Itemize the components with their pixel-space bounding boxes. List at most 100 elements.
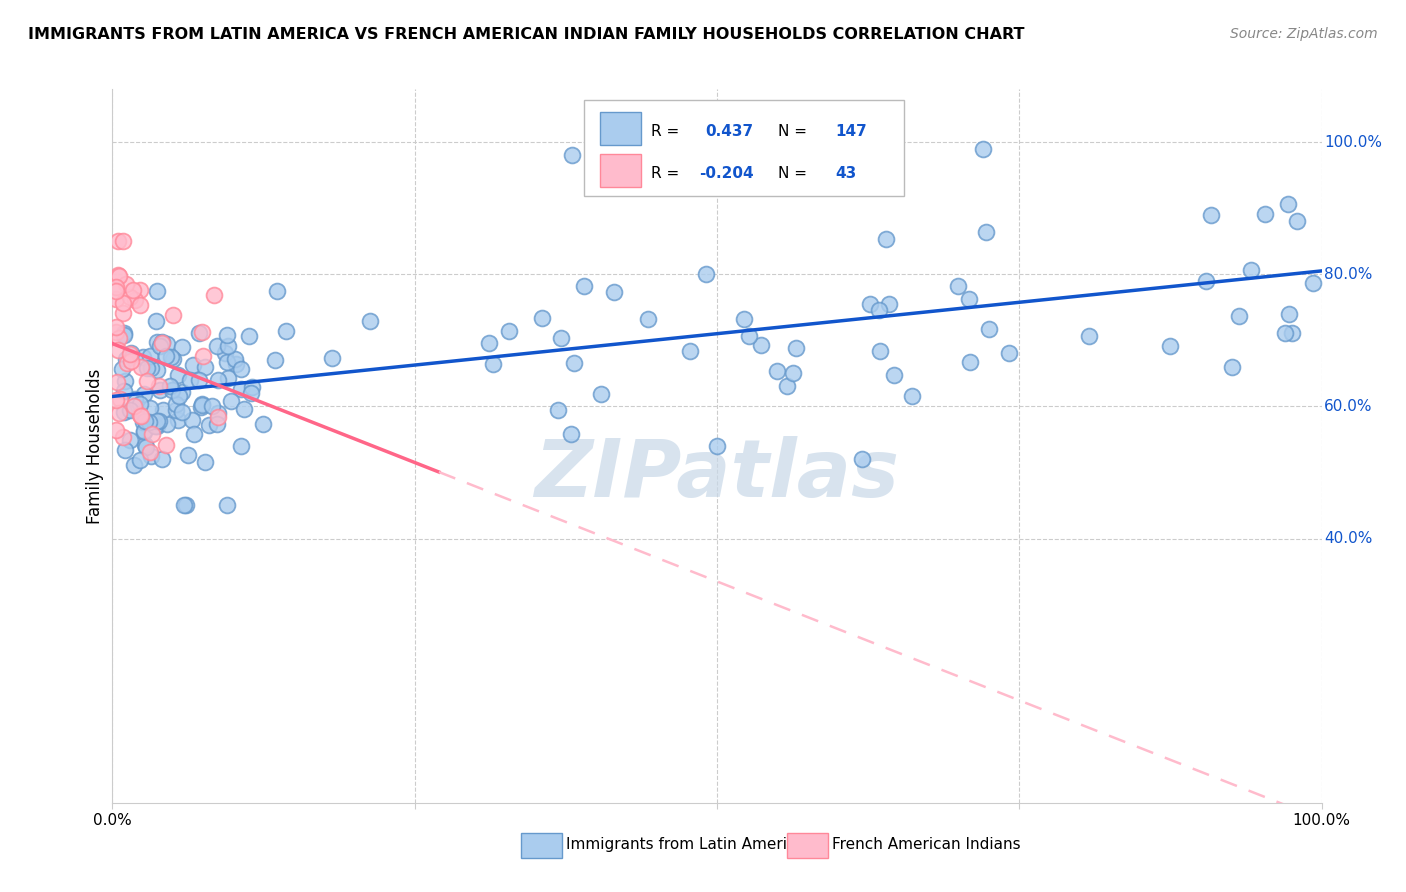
Point xyxy=(107,331,129,345)
Point xyxy=(167,389,190,403)
Point xyxy=(215,328,238,343)
Point xyxy=(145,334,167,349)
Point xyxy=(118,402,141,417)
Point xyxy=(177,448,200,462)
Point xyxy=(560,427,582,442)
Point xyxy=(114,375,136,389)
Point xyxy=(128,452,150,467)
Point xyxy=(706,439,728,453)
Point xyxy=(160,383,183,397)
Point xyxy=(749,337,772,351)
Point xyxy=(141,417,163,432)
Point xyxy=(1277,307,1299,321)
Point xyxy=(149,338,172,352)
Point xyxy=(276,324,298,338)
Point xyxy=(111,362,134,376)
Point xyxy=(498,324,520,338)
Point xyxy=(156,417,179,431)
Point xyxy=(120,354,142,368)
Point xyxy=(108,392,131,406)
Point xyxy=(252,417,274,432)
FancyBboxPatch shape xyxy=(583,100,904,196)
Point xyxy=(766,364,789,378)
Point xyxy=(129,283,152,297)
Point xyxy=(132,415,155,429)
Point xyxy=(152,402,174,417)
Point xyxy=(187,373,209,387)
Point xyxy=(679,343,702,358)
Point xyxy=(105,320,128,334)
Point xyxy=(111,430,134,444)
Point xyxy=(695,267,717,281)
Point xyxy=(105,280,128,294)
Point xyxy=(883,368,905,383)
Point xyxy=(139,349,162,363)
Point xyxy=(162,351,184,366)
Point xyxy=(115,277,138,291)
Text: 40.0%: 40.0% xyxy=(1324,531,1372,546)
Point xyxy=(167,413,190,427)
Point xyxy=(959,355,981,369)
Point xyxy=(977,322,1000,336)
Point xyxy=(107,343,129,358)
Point xyxy=(875,231,897,245)
Point xyxy=(478,336,501,351)
Point xyxy=(120,345,142,359)
Point xyxy=(135,441,157,455)
Text: R =: R = xyxy=(651,166,679,180)
Point xyxy=(214,346,236,360)
Point xyxy=(238,329,260,343)
Point xyxy=(1220,359,1243,374)
Text: French American Indians: French American Indians xyxy=(832,837,1021,852)
Point xyxy=(215,355,238,369)
Point xyxy=(134,415,156,429)
Point xyxy=(173,499,195,513)
Text: 100.0%: 100.0% xyxy=(1324,135,1382,150)
Point xyxy=(138,445,160,459)
Point xyxy=(737,329,759,343)
Point xyxy=(574,279,596,293)
Point xyxy=(162,308,184,322)
Point xyxy=(148,414,170,428)
FancyBboxPatch shape xyxy=(522,833,562,858)
Point xyxy=(146,414,169,428)
Point xyxy=(114,442,136,457)
Point xyxy=(194,455,217,469)
Point xyxy=(172,384,194,399)
Point xyxy=(191,398,214,412)
Point xyxy=(124,293,146,307)
Point xyxy=(115,356,138,370)
Point xyxy=(139,360,162,375)
Point xyxy=(974,225,997,239)
Point xyxy=(231,361,253,376)
Point xyxy=(146,418,169,433)
Point xyxy=(207,410,229,425)
Point xyxy=(124,399,146,413)
Point xyxy=(167,368,190,383)
Point xyxy=(263,353,285,368)
Point xyxy=(165,402,187,417)
Point xyxy=(1302,277,1324,291)
Point xyxy=(202,287,225,301)
Point xyxy=(118,290,141,304)
Point xyxy=(201,399,224,413)
Point xyxy=(782,366,804,380)
Point xyxy=(129,408,152,422)
Point xyxy=(859,297,882,311)
Point xyxy=(198,417,221,432)
Point xyxy=(229,382,252,396)
Point xyxy=(107,406,129,420)
Point xyxy=(105,292,128,306)
Point xyxy=(603,285,626,299)
Point xyxy=(561,148,583,162)
Point xyxy=(183,426,205,441)
Point xyxy=(240,380,263,394)
Point xyxy=(122,283,145,297)
Point xyxy=(207,406,229,420)
Point xyxy=(851,452,873,467)
Text: 147: 147 xyxy=(835,124,868,139)
Point xyxy=(155,438,177,452)
Point xyxy=(946,278,969,293)
Text: IMMIGRANTS FROM LATIN AMERICA VS FRENCH AMERICAN INDIAN FAMILY HOUSEHOLDS CORREL: IMMIGRANTS FROM LATIN AMERICA VS FRENCH … xyxy=(28,27,1025,42)
Text: 0.437: 0.437 xyxy=(704,124,754,139)
